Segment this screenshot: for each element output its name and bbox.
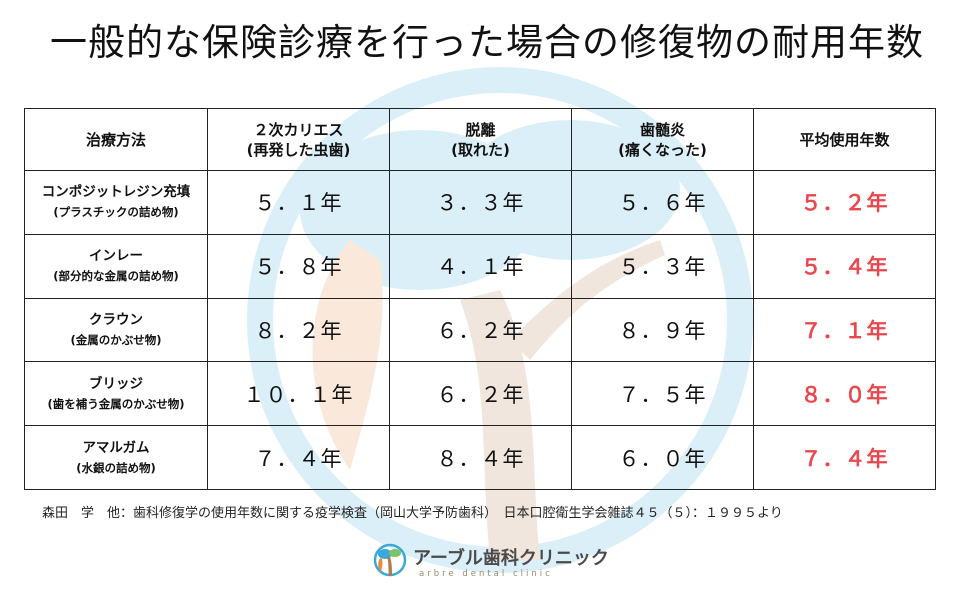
value-detach: ６．２年 — [389, 297, 572, 363]
header-method: 治療方法 — [24, 108, 208, 171]
value-detach: ６．２年 — [389, 361, 572, 427]
row-method: インレー (部分的な金属の詰め物) — [24, 233, 208, 299]
value-caries: １０．１年 — [207, 361, 390, 427]
row-method: コンポジットレジン充填 (プラスチックの詰め物) — [24, 170, 208, 235]
value-caries: ５．８年 — [207, 233, 390, 299]
table-row: ブリッジ (歯を補う金属のかぶせ物) １０．１年 ６．２年 ７．５年 ８．０年 — [24, 361, 936, 427]
value-pulpitis: ５．６年 — [571, 170, 754, 235]
header-average: 平均使用年数 — [753, 108, 936, 171]
clinic-name: アーブル歯科クリニック — [413, 548, 609, 569]
page-title: 一般的な保険診療を行った場合の修復物の耐用年数 — [50, 21, 924, 64]
value-detach: ４．１年 — [389, 233, 572, 299]
table-row: クラウン (金属のかぶせ物) ８．２年 ６．２年 ８．９年 ７．１年 — [24, 297, 936, 363]
value-average: ７．４年 — [753, 425, 936, 490]
value-average: ８．０年 — [753, 361, 936, 427]
value-average: ５．２年 — [753, 170, 936, 235]
durability-table: 治療方法 ２次カリエス (再発した虫歯) 脱離 (取れた) 歯髄炎 (痛くなった) 平… — [24, 108, 936, 490]
value-caries: ７．４年 — [207, 425, 390, 490]
tree-logo-icon — [373, 543, 407, 577]
row-method: クラウン (金属のかぶせ物) — [24, 297, 208, 363]
table-header-row: 治療方法 ２次カリエス (再発した虫歯) 脱離 (取れた) 歯髄炎 (痛くなった) 平… — [24, 108, 936, 171]
table-row: コンポジットレジン充填 (プラスチックの詰め物) ５．１年 ３．３年 ５．６年 ５… — [24, 170, 936, 235]
row-method: アマルガム (水銀の詰め物) — [24, 425, 208, 490]
citation: 森田 学 他：歯科修復学の使用年数に関する疫学検査（岡山大学予防歯科） 日本口腔… — [42, 506, 783, 521]
value-average: ５．４年 — [753, 233, 936, 299]
value-pulpitis: ７．５年 — [571, 361, 754, 427]
header-secondary-caries: ２次カリエス (再発した虫歯) — [207, 108, 390, 171]
header-pulpitis: 歯髄炎 (痛くなった) — [571, 108, 754, 171]
value-average: ７．１年 — [753, 297, 936, 363]
value-detach: ８．４年 — [389, 425, 572, 490]
value-detach: ３．３年 — [389, 170, 572, 235]
header-detachment: 脱離 (取れた) — [389, 108, 572, 171]
value-pulpitis: ８．９年 — [571, 297, 754, 363]
value-caries: ８．２年 — [207, 297, 390, 363]
value-caries: ５．１年 — [207, 170, 390, 235]
row-method: ブリッジ (歯を補う金属のかぶせ物) — [24, 361, 208, 427]
value-pulpitis: ５．３年 — [571, 233, 754, 299]
table-row: インレー (部分的な金属の詰め物) ５．８年 ４．１年 ５．３年 ５．４年 — [24, 233, 936, 299]
table-row: アマルガム (水銀の詰め物) ７．４年 ８．４年 ６．０年 ７．４年 — [24, 425, 936, 490]
value-pulpitis: ６．０年 — [571, 425, 754, 490]
clinic-name-roman: arbre dental clinic — [419, 569, 553, 579]
